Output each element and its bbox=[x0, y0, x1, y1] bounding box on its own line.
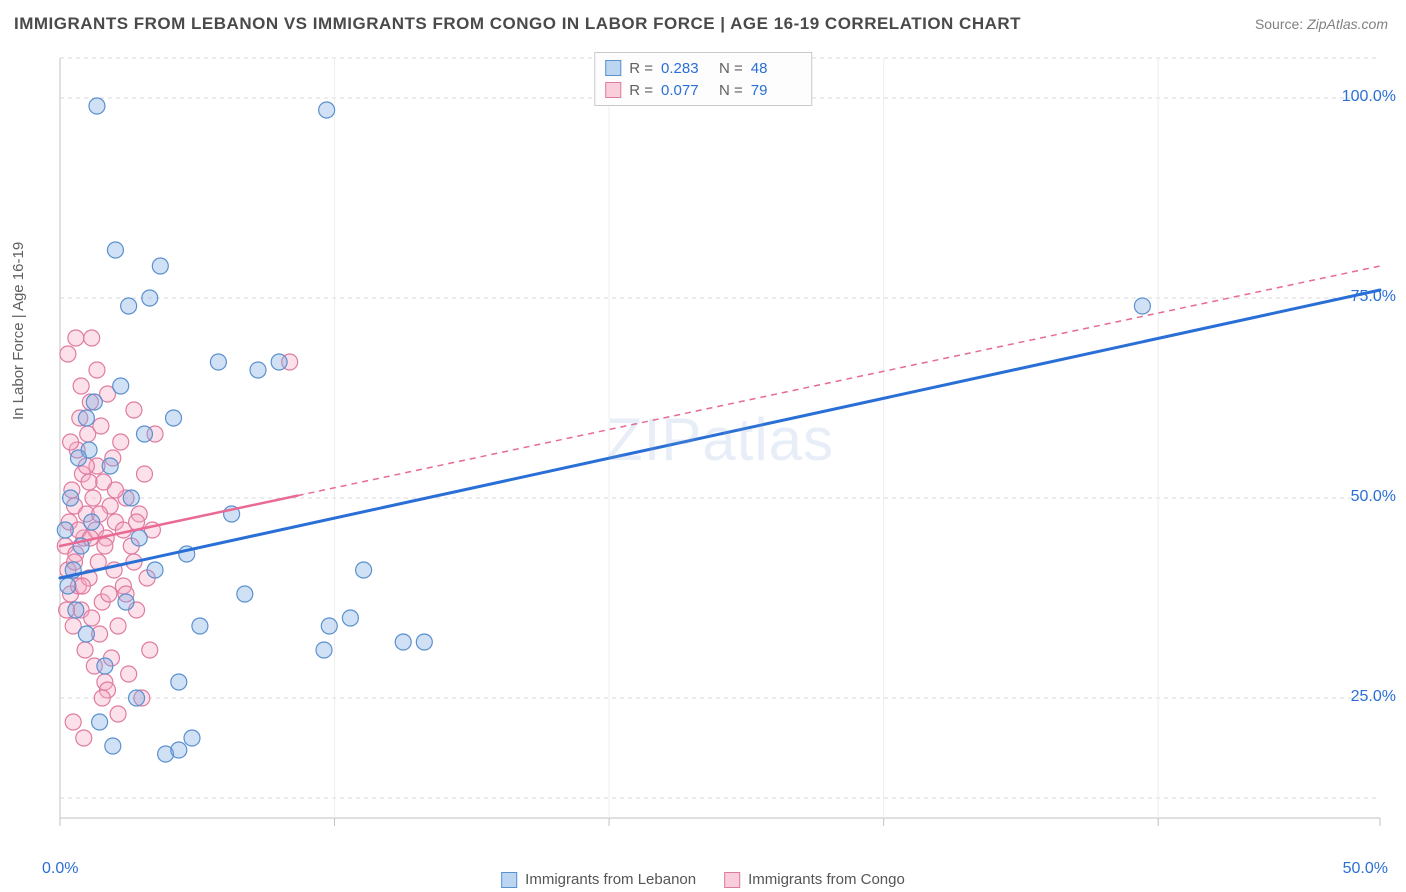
legend-stats-row-lebanon: R = 0.283 N = 48 bbox=[605, 57, 801, 79]
source-value: ZipAtlas.com bbox=[1307, 16, 1388, 32]
legend-r-label: R = bbox=[629, 82, 653, 99]
legend-stats-row-congo: R = 0.077 N = 79 bbox=[605, 79, 801, 101]
y-tick-label-100: 100.0% bbox=[1342, 88, 1396, 106]
legend-n-label: N = bbox=[719, 82, 743, 99]
chart-title: IMMIGRANTS FROM LEBANON VS IMMIGRANTS FR… bbox=[14, 14, 1021, 34]
legend-series: Immigrants from Lebanon Immigrants from … bbox=[501, 871, 905, 888]
legend-r-value-congo: 0.077 bbox=[661, 82, 711, 99]
legend-item-congo: Immigrants from Congo bbox=[724, 871, 905, 888]
y-tick-label-75: 75.0% bbox=[1351, 288, 1396, 306]
legend-swatch-congo bbox=[605, 82, 621, 98]
x-tick-label-50: 50.0% bbox=[1343, 860, 1388, 878]
legend-n-value-congo: 79 bbox=[751, 82, 801, 99]
legend-r-value-lebanon: 0.283 bbox=[661, 60, 711, 77]
legend-swatch-lebanon bbox=[605, 60, 621, 76]
legend-label-lebanon: Immigrants from Lebanon bbox=[525, 871, 696, 888]
y-tick-label-25: 25.0% bbox=[1351, 688, 1396, 706]
legend-n-label: N = bbox=[719, 60, 743, 77]
legend-n-value-lebanon: 48 bbox=[751, 60, 801, 77]
x-tick-label-0: 0.0% bbox=[42, 860, 78, 878]
legend-r-label: R = bbox=[629, 60, 653, 77]
y-axis-label: In Labor Force | Age 16-19 bbox=[10, 242, 27, 420]
legend-item-lebanon: Immigrants from Lebanon bbox=[501, 871, 696, 888]
legend-swatch-lebanon bbox=[501, 872, 517, 888]
y-tick-label-50: 50.0% bbox=[1351, 488, 1396, 506]
scatter-chart-svg bbox=[50, 48, 1390, 838]
legend-stats: R = 0.283 N = 48 R = 0.077 N = 79 bbox=[594, 52, 812, 106]
legend-swatch-congo bbox=[724, 872, 740, 888]
source-attribution: Source: ZipAtlas.com bbox=[1255, 16, 1388, 32]
legend-label-congo: Immigrants from Congo bbox=[748, 871, 905, 888]
chart-area: ZIPatlas bbox=[50, 48, 1390, 838]
source-label: Source: bbox=[1255, 16, 1303, 32]
